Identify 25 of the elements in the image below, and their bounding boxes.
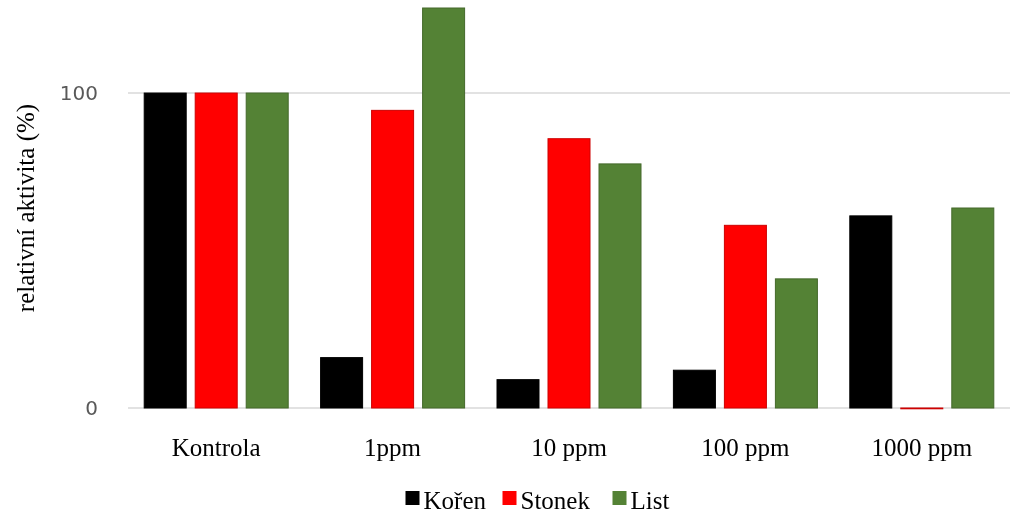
- y-tick-label: 100: [59, 81, 98, 106]
- x-tick-label: 1000 ppm: [871, 434, 973, 461]
- legend-label: List: [630, 487, 670, 514]
- legend-label: Kořen: [423, 487, 487, 514]
- bar: [849, 215, 893, 409]
- x-tick-label: Kontrola: [171, 434, 261, 461]
- x-tick-label: 100 ppm: [701, 434, 791, 461]
- bar: [672, 369, 716, 409]
- bar: [371, 109, 415, 409]
- legend-label: Stonek: [520, 487, 591, 514]
- bar: [598, 163, 642, 409]
- bar: [320, 357, 364, 409]
- bar: [774, 278, 818, 409]
- bar: [951, 207, 995, 409]
- bar: [723, 224, 767, 409]
- bar: [245, 92, 289, 409]
- bar: [422, 7, 466, 409]
- bar: [547, 138, 591, 409]
- bar: [496, 379, 540, 409]
- x-tick-label: 1ppm: [364, 434, 422, 461]
- y-axis-title: relativní aktivita (%): [12, 103, 40, 313]
- y-tick-label: 0: [85, 396, 98, 420]
- bar: [194, 92, 238, 409]
- x-tick-label: 10 ppm: [531, 434, 608, 461]
- bar: [143, 92, 187, 409]
